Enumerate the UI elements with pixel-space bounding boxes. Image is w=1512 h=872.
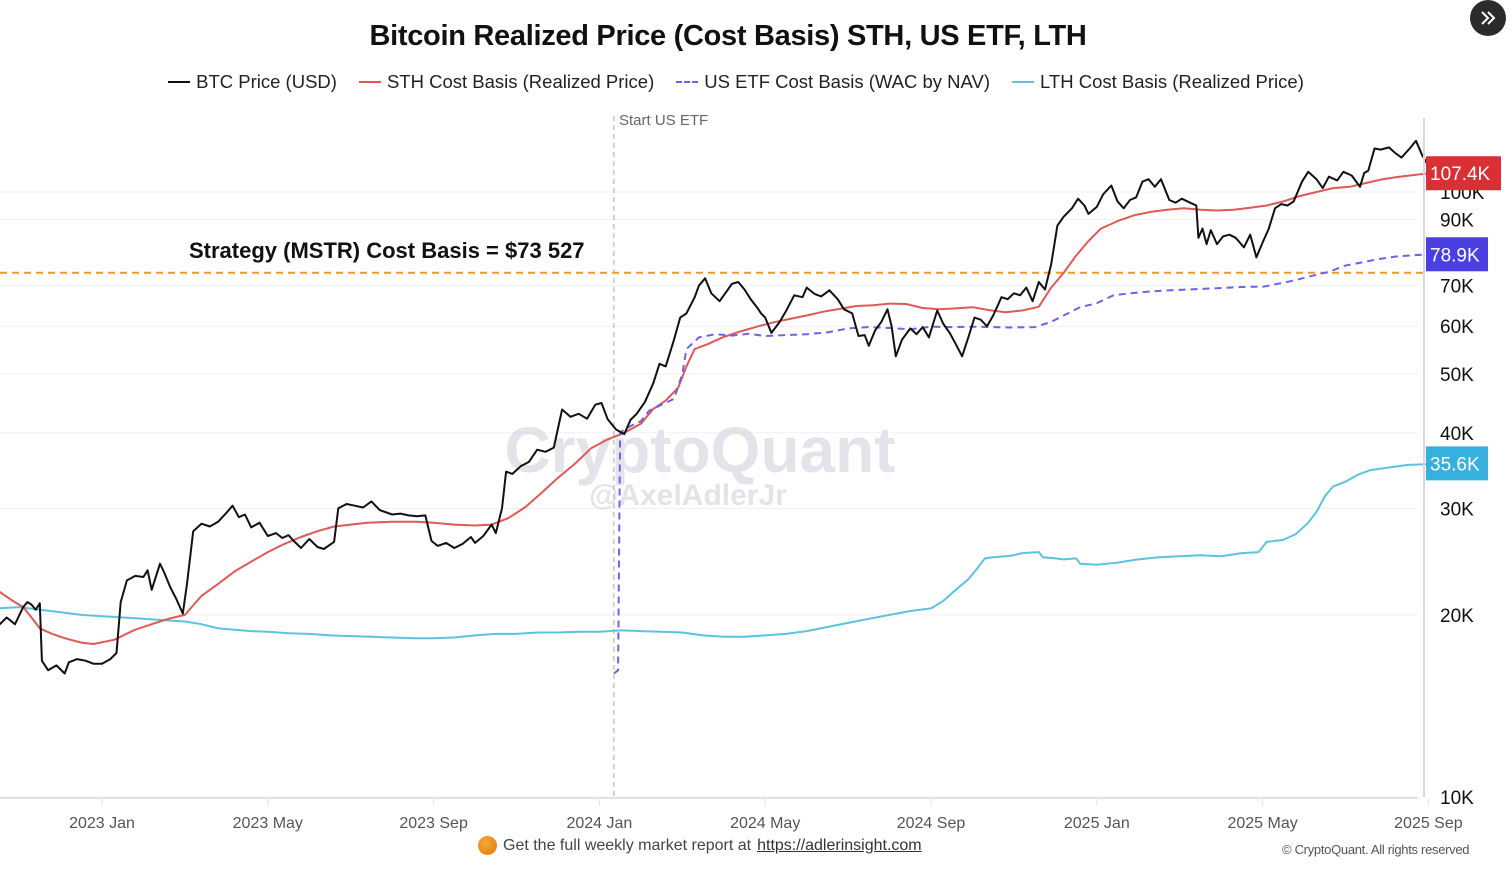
chart-title: Bitcoin Realized Price (Cost Basis) STH,… [369,20,1087,52]
y-tick-label: 20K [1440,606,1474,627]
copyright: © CryptoQuant. All rights reserved [1282,842,1470,857]
legend-label: STH Cost Basis (Realized Price) [386,71,655,92]
x-axis-ticks: 2023 Jan 2023 May 2023 Sep 2024 Jan 2024 May… [69,799,1463,832]
legend-label: LTH Cost Basis (Realized Price) [1040,71,1304,92]
value-badge-bg [1426,156,1501,191]
y-tick-label: 30K [1440,499,1474,520]
y-tick-label: 90K [1440,211,1474,232]
orange-circle-icon [478,836,497,855]
x-tick-label: 2024 Sep [897,815,966,832]
legend-swatch-us-etf-cost-basis [676,81,699,83]
legend-swatch-lth-cost-basis [1012,81,1034,83]
etf-start-label: Start US ETF [619,112,709,129]
legend: BTC Price (USD) STH Cost Basis (Realized… [0,71,1472,93]
legend-item-btc-price[interactable]: BTC Price (USD) [168,71,337,93]
value-badge: 107.4K [1426,156,1501,191]
y-tick-label: 10K [1440,788,1474,809]
legend-label: US ETF Cost Basis (WAC by NAV) [704,71,990,92]
x-tick-label: 2023 Jan [69,815,135,832]
footer-text: Get the full weekly market report at [503,836,752,854]
report-link[interactable]: https://adlerinsight.com [757,836,922,854]
double-chevron-right-icon [1481,11,1496,25]
value-badge-label: 78.9K [1430,245,1480,266]
watermark-handle: @AxelAdlerJr [589,479,787,512]
y-tick-label: 40K [1440,424,1474,445]
value-badge-bg [1426,446,1488,481]
x-tick-label: 2023 Sep [399,815,468,832]
series-line-us-etf-cost-basis-wac-by-nav [613,253,1429,675]
watermark: CryptoQuant @AxelAdlerJr [504,414,895,512]
x-tick-label: 2025 Sep [1394,815,1463,832]
x-tick-label: 2025 Jan [1064,815,1130,832]
x-tick-label: 2024 Jan [566,815,632,832]
value-badge: 78.9K [1426,237,1488,272]
legend-label: BTC Price (USD) [196,71,337,92]
footer: Get the full weekly market report at htt… [478,836,922,855]
x-tick-label: 2025 May [1227,815,1297,832]
series-group [0,139,1432,675]
value-badge-bg [1426,237,1488,272]
y-tick-label: 50K [1440,365,1474,386]
legend-item-lth-cost-basis[interactable]: LTH Cost Basis (Realized Price) [1012,71,1304,93]
value-badge-label: 35.6K [1430,454,1480,475]
series-line-lth-cost-basis-realized-price [0,462,1431,640]
y-tick-label: 60K [1440,317,1474,338]
y-tick-label: 70K [1440,277,1474,298]
value-badges: 107.4K 78.9K 35.6K [1426,156,1501,481]
series-line-sth-cost-basis-realized-price [0,172,1431,645]
legend-item-sth-cost-basis[interactable]: STH Cost Basis (Realized Price) [358,71,655,93]
x-tick-label: 2023 May [233,815,303,832]
x-tick-label: 2024 May [730,815,800,832]
legend-swatch-btc-price [168,81,191,83]
watermark-brand: CryptoQuant [504,414,895,486]
value-badge-label: 107.4K [1430,164,1491,185]
value-badge: 35.6K [1426,446,1488,481]
expand-button[interactable] [1470,0,1506,36]
mstr-cost-basis-label: Strategy (MSTR) Cost Basis = $73 527 [189,238,585,263]
legend-item-us-etf-cost-basis[interactable]: US ETF Cost Basis (WAC by NAV) [676,71,990,93]
legend-swatch-sth-cost-basis [358,81,381,83]
series-line-btc-price-usd [0,139,1432,675]
